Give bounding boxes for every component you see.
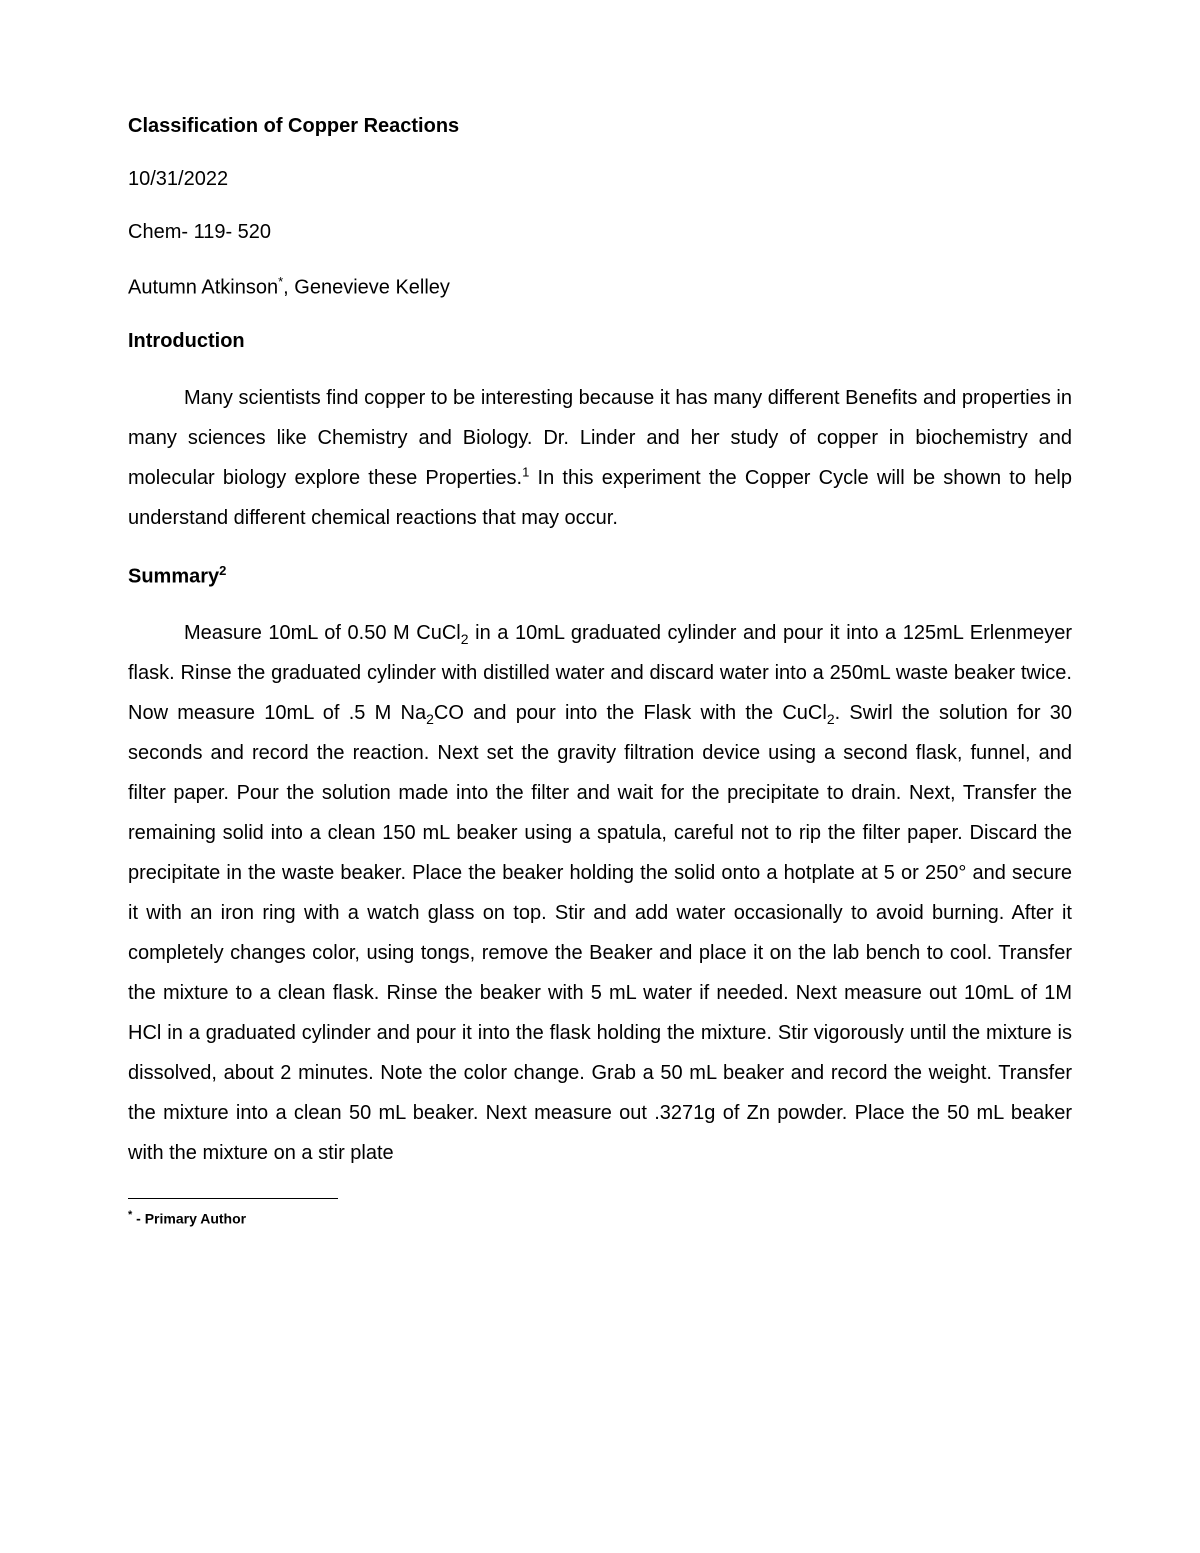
summary-sub-3: 2 <box>827 711 835 727</box>
introduction-paragraph: Many scientists find copper to be intere… <box>128 378 1072 538</box>
summary-text-1: Measure 10mL of 0.50 M CuCl <box>184 622 461 644</box>
summary-sub-2: 2 <box>426 711 434 727</box>
summary-heading: Summary2 <box>128 563 1072 589</box>
document-date: 10/31/2022 <box>128 168 1072 191</box>
summary-text-3: CO and pour into the Flask with the CuCl <box>434 702 827 724</box>
course-code: Chem- 119- 520 <box>128 221 1072 244</box>
summary-text-4: . Swirl the solution for 30 seconds and … <box>128 702 1072 1164</box>
summary-paragraph: Measure 10mL of 0.50 M CuCl2 in a 10mL g… <box>128 613 1072 1173</box>
summary-citation-2: 2 <box>219 563 226 578</box>
footnote-divider <box>128 1198 338 1199</box>
summary-heading-text: Summary <box>128 565 219 587</box>
footnote-text: * - Primary Author <box>128 1209 1072 1227</box>
summary-sub-1: 2 <box>461 631 469 647</box>
authors-line: Autumn Atkinson*, Genevieve Kelley <box>128 274 1072 300</box>
footnote-content: - Primary Author <box>132 1211 246 1227</box>
author-primary: Autumn Atkinson <box>128 277 278 299</box>
document-title: Classification of Copper Reactions <box>128 115 1072 138</box>
author-secondary: , Genevieve Kelley <box>283 277 450 299</box>
introduction-heading: Introduction <box>128 330 1072 353</box>
